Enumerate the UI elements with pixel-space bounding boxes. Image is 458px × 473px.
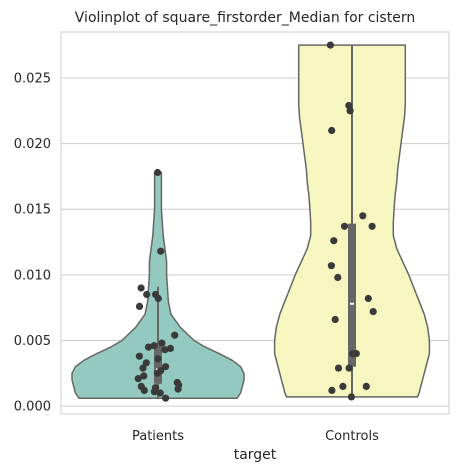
data-point: [154, 355, 162, 363]
data-point: [135, 302, 144, 310]
data-point: [346, 107, 354, 115]
data-point: [345, 364, 353, 372]
violins: [71, 44, 431, 399]
data-point: [347, 393, 355, 401]
data-point: [153, 369, 161, 377]
y-tick-label: 0.025: [14, 71, 51, 86]
chart-title: Violinplot of square_firstorder_Median f…: [75, 10, 415, 26]
data-point: [359, 212, 367, 220]
data-point: [326, 41, 334, 49]
data-point: [364, 294, 372, 303]
data-point: [334, 273, 342, 282]
x-axis-label: target: [234, 447, 277, 463]
data-point: [369, 308, 377, 316]
data-point: [174, 385, 182, 393]
data-point: [161, 346, 169, 354]
data-point: [144, 343, 153, 351]
data-point: [140, 386, 148, 394]
data-point: [150, 342, 158, 350]
data-point: [157, 247, 165, 255]
data-point: [340, 222, 349, 230]
data-point: [158, 339, 166, 347]
x-tick-label: Patients: [132, 429, 184, 444]
data-point: [137, 284, 145, 292]
axes: 0.000 0.005 0.010 0.015 0.020 0.025 Patients Co…: [14, 71, 379, 444]
x-tick-label: Controls: [325, 429, 379, 444]
data-point: [139, 364, 147, 372]
data-point: [331, 315, 339, 324]
data-point: [368, 222, 376, 230]
data-point: [154, 294, 162, 303]
data-points: [134, 41, 377, 402]
median-marker: [350, 302, 354, 305]
data-point: [334, 364, 343, 372]
data-point: [166, 344, 174, 352]
data-point: [328, 386, 336, 394]
data-point: [142, 359, 150, 367]
y-tick-label: 0.005: [14, 334, 51, 349]
data-point: [154, 168, 162, 177]
y-tick-label: 0.020: [14, 137, 51, 152]
iqr-box: [154, 344, 162, 384]
data-point: [150, 388, 158, 396]
data-point: [162, 363, 170, 371]
data-point: [339, 382, 347, 390]
y-tick-label: 0.015: [14, 203, 51, 218]
data-point: [140, 372, 148, 380]
data-point: [162, 394, 170, 402]
data-point: [156, 389, 164, 397]
data-point: [352, 350, 360, 358]
iqr-box: [348, 223, 356, 367]
y-tick-label: 0.010: [14, 268, 51, 283]
data-point: [135, 352, 143, 360]
data-point: [171, 331, 179, 339]
data-point: [134, 375, 142, 383]
data-point: [330, 237, 338, 245]
data-point: [362, 382, 370, 390]
plot-frame: [60, 31, 450, 415]
data-point: [328, 126, 336, 135]
data-point: [327, 262, 335, 270]
data-point: [143, 290, 151, 299]
y-tick-label: 0.000: [14, 400, 51, 415]
